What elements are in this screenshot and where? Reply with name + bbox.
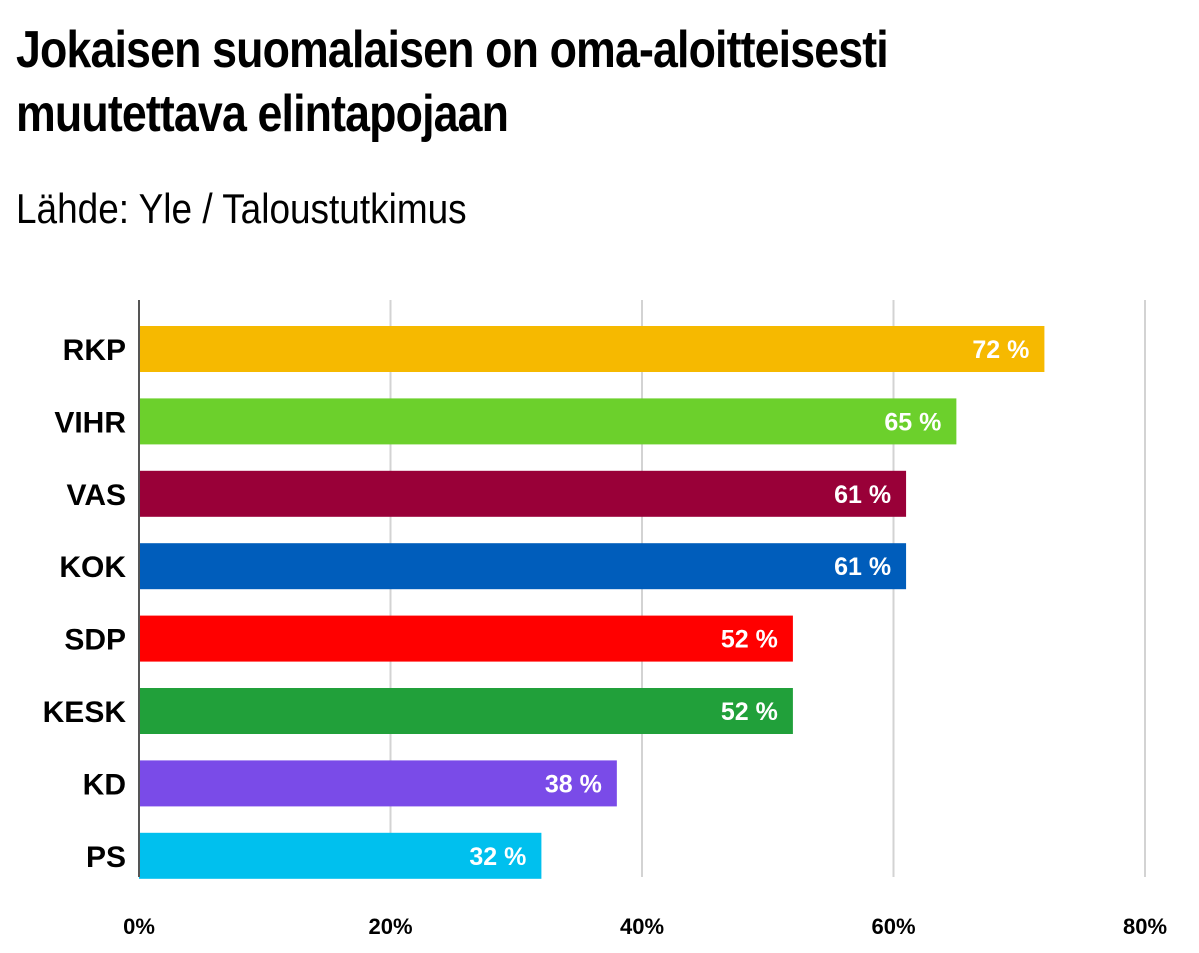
x-tick-label: 60% bbox=[871, 914, 915, 939]
bars bbox=[139, 326, 1045, 879]
category-label: KOK bbox=[59, 551, 126, 584]
value-label: 52 % bbox=[721, 626, 778, 654]
x-tick-label: 0% bbox=[123, 914, 155, 939]
bar-rkp bbox=[139, 326, 1045, 372]
value-label: 61 % bbox=[834, 481, 891, 509]
bar-kd bbox=[139, 760, 617, 807]
category-label: VAS bbox=[67, 479, 126, 512]
category-labels: RKP VIHR VAS KOK SDP KESK KD PS bbox=[43, 334, 127, 874]
chart-title-line-2: muutettava elintapojaan bbox=[16, 85, 509, 143]
category-label: RKP bbox=[63, 334, 126, 367]
bar-ps bbox=[139, 832, 542, 879]
chart-title: Jokaisen suomalaisen on oma-aloitteisest… bbox=[16, 18, 1014, 146]
bar-chart: RKP VIHR VAS KOK SDP KESK KD PS 72 % 65 % 61 % 61 … bbox=[43, 300, 1167, 939]
bar-kesk bbox=[139, 688, 793, 734]
x-tick-label: 40% bbox=[620, 914, 664, 939]
chart-title-line-1: Jokaisen suomalaisen on oma-aloitteisest… bbox=[16, 21, 889, 79]
bar-sdp bbox=[139, 615, 793, 662]
category-label: PS bbox=[86, 841, 126, 874]
category-label: VIHR bbox=[54, 406, 126, 439]
bar-vihr bbox=[139, 398, 957, 445]
x-tick-labels: 0% 20% 40% 60% 80% bbox=[123, 914, 1167, 939]
value-label: 52 % bbox=[721, 698, 778, 726]
value-label: 61 % bbox=[834, 553, 891, 581]
value-label: 38 % bbox=[545, 770, 602, 798]
x-tick-label: 20% bbox=[368, 914, 412, 939]
category-label: KD bbox=[83, 768, 126, 801]
category-label: SDP bbox=[64, 624, 126, 657]
bar-vas bbox=[139, 470, 907, 517]
value-labels: 72 % 65 % 61 % 61 % 52 % 52 % 38 % 32 % bbox=[469, 336, 1029, 871]
value-label: 72 % bbox=[972, 336, 1029, 364]
value-label: 32 % bbox=[469, 843, 526, 871]
chart-source: Lähde: Yle / Taloustutkimus bbox=[16, 185, 467, 232]
value-label: 65 % bbox=[884, 408, 941, 436]
x-tick-label: 80% bbox=[1123, 914, 1167, 939]
category-label: KESK bbox=[43, 696, 127, 729]
bar-kok bbox=[139, 543, 907, 590]
